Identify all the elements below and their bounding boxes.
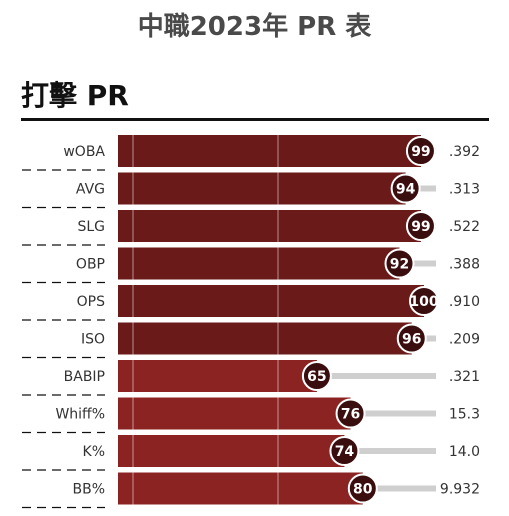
category-label: OPS: [77, 294, 105, 310]
pr-value: 100: [409, 294, 438, 310]
stat-value: 14.0: [449, 444, 480, 460]
stat-value: .522: [449, 219, 480, 235]
pr-value: 94: [396, 182, 416, 198]
stat-value: .910: [449, 294, 480, 310]
page-title: 中職2023年 PR 表: [137, 12, 372, 42]
category-label: BB%: [72, 482, 105, 498]
stat-value: .209: [449, 332, 480, 348]
pr-circle-avg: [390, 173, 421, 204]
bar-whiff: [118, 397, 351, 430]
stat-value: .392: [449, 144, 480, 160]
category-label: wOBA: [63, 144, 105, 160]
bar-babip: [118, 360, 317, 392]
category-label: AVG: [76, 182, 105, 198]
category-label: SLG: [77, 219, 105, 235]
pr-circle-iso: [396, 323, 427, 354]
bar-ops: [118, 285, 424, 317]
stat-value: .388: [449, 257, 480, 273]
pr-circle-bb: [347, 473, 378, 504]
stat-value: 9.932: [440, 482, 480, 498]
pr-circle-ops: [409, 286, 439, 316]
pr-value: 96: [402, 332, 421, 348]
pr-value: 76: [341, 407, 360, 423]
pr-circle-woba: [405, 136, 436, 166]
stat-value: .313: [449, 182, 480, 198]
pr-value: 80: [353, 482, 373, 498]
section-title: 打擊 PR: [21, 79, 129, 112]
stat-value: .321: [449, 369, 480, 385]
bar-woba: [118, 135, 421, 167]
pr-circle-obp: [384, 248, 415, 279]
bar-iso: [118, 322, 412, 355]
bar-obp: [118, 247, 400, 280]
bar-slg: [118, 210, 421, 242]
pr-value: 92: [390, 257, 409, 273]
pr-circle-babip: [301, 361, 332, 391]
category-label: K%: [83, 444, 105, 460]
pr-value: 99: [411, 144, 430, 160]
category-label: OBP: [76, 257, 105, 273]
bar-bb: [118, 472, 363, 505]
pr-circle-slg: [405, 211, 436, 241]
pr-value: 65: [307, 369, 326, 385]
stat-value: 15.3: [449, 407, 480, 423]
pr-value: 99: [411, 219, 430, 235]
section-divider: [21, 118, 489, 121]
category-label: Whiff%: [55, 407, 105, 423]
bar-k: [118, 435, 345, 467]
bar-avg: [118, 172, 406, 205]
category-label: ISO: [81, 332, 105, 348]
pr-circle-k: [329, 436, 360, 466]
pr-value: 74: [335, 444, 355, 460]
pr-circle-whiff: [335, 398, 366, 429]
category-label: BABIP: [64, 369, 105, 385]
